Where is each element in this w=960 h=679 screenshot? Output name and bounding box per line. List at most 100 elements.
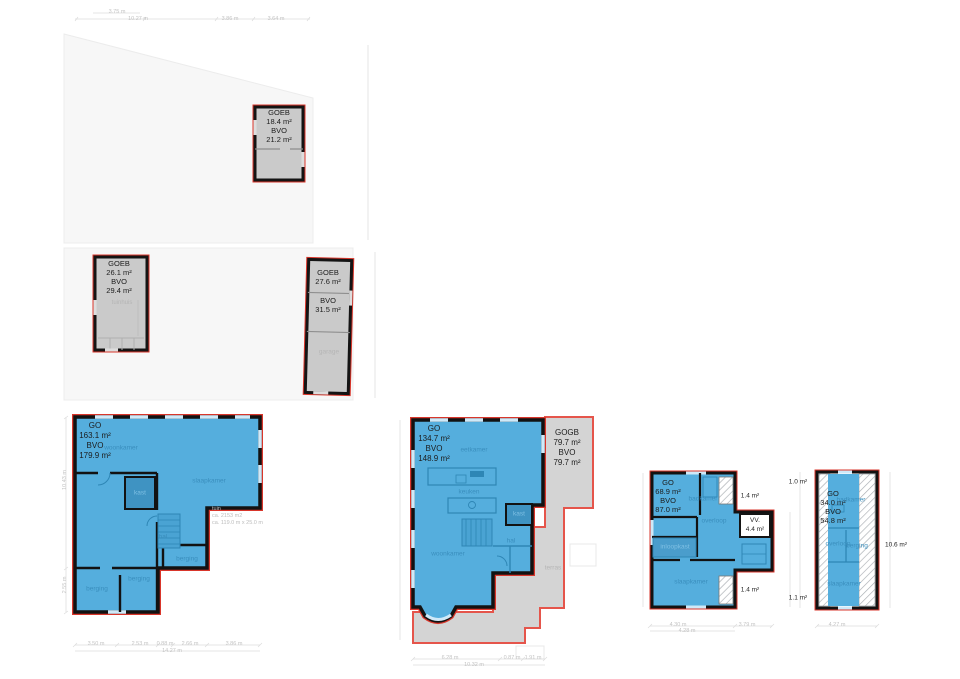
bel-etage-bvo-area: 148.9 m²	[418, 454, 450, 463]
garage-bvo-label: BVO	[320, 296, 336, 305]
shed-bvo-area: 21.2 m²	[266, 135, 292, 144]
room-label-eetkamer: eetkamer	[460, 446, 488, 454]
room-label-slaapkamer-ff: slaapkamer	[674, 578, 708, 586]
shed-type-label: GOEB	[268, 108, 290, 117]
garage-bvo-area: 31.5 m²	[315, 305, 341, 314]
garage-area: 27.6 m²	[315, 277, 341, 286]
building-tuinhuis	[92, 254, 150, 353]
second-floor-bvo-label: BVO	[825, 507, 841, 516]
dim-ff-total: 4.28 m	[678, 628, 696, 634]
dim-gf-2: 2.53 m	[131, 641, 149, 647]
room-label-berging-sf: berging	[846, 542, 868, 550]
dim-top-4: 3.64 m	[267, 16, 285, 22]
shed-bvo-label: BVO	[271, 126, 287, 135]
plan-second-floor	[814, 469, 880, 611]
dim-gf-4: 2.66 m	[181, 641, 199, 647]
dim-gf-left-1: 10.43 m	[62, 470, 68, 490]
room-label-berging-1: berging	[176, 555, 198, 563]
dim-top-2: 10.27 m	[128, 16, 148, 22]
terras-type-label: GOGB	[554, 428, 579, 437]
ground-floor-bvo-area: 179.9 m²	[79, 451, 111, 460]
first-floor-bvo-label: BVO	[660, 496, 676, 505]
dim-gf-3: 0.88 m	[156, 641, 174, 647]
room-label-inloopkast: inloopkast	[660, 543, 690, 551]
building-garage	[302, 256, 355, 397]
tuinhuis-type-label: GOEB	[108, 259, 130, 268]
plan-first-floor	[649, 470, 775, 610]
ground-floor-area: 163.1 m²	[79, 431, 111, 440]
annotation-area-top-right-ff: 1.4 m²	[740, 492, 760, 500]
room-label-overloop-sf: overloop	[825, 540, 851, 548]
garage-bvo-header: BVO 31.5 m²	[315, 296, 340, 314]
terras-bvo-label: BVO	[558, 448, 576, 457]
room-label-slaapkamer-sf: slaapkamer	[827, 580, 861, 588]
annotation-area-right-sf: 10.6 m²	[884, 541, 908, 549]
first-floor-header: GO 68.9 m² BVO 87.0 m²	[655, 478, 680, 514]
bel-etage-type-label: GO	[427, 424, 441, 433]
room-label-keuken: keuken	[458, 488, 480, 496]
plan-ground-floor	[72, 414, 263, 615]
second-floor-type-label: GO	[827, 489, 839, 498]
dim-gf-5: 3.86 m	[225, 641, 243, 647]
dim-be-3: 1.91 m	[524, 655, 542, 661]
garden-note-line1: tuin	[212, 506, 221, 512]
room-label-hal-gf: hal	[158, 533, 168, 541]
building-shed	[252, 104, 306, 183]
room-label-kast-be: kast	[513, 510, 525, 518]
room-label-overloop-ff: overloop	[701, 517, 727, 525]
dim-ff-2: 3.79 m	[738, 622, 756, 628]
dim-top-3: 3.86 m	[221, 16, 239, 22]
plan-bel-etage	[410, 417, 546, 624]
second-floor-area: 34.0 m²	[820, 498, 846, 507]
room-label-badkamer-sf: badkamer	[836, 496, 866, 504]
dim-be-total: 10.32 m	[464, 662, 484, 668]
room-label-tuinhuis: tuinhuis	[111, 300, 133, 306]
room-label-terras: terras	[544, 564, 562, 572]
garden-note: tuin ca. 2153 m2 ca. 119.0 m x 25.0 m	[212, 506, 263, 527]
room-label-slaapkamer-gf: slaapkamer	[192, 477, 226, 485]
dim-be-2: 0.87 m	[503, 655, 521, 661]
ground-floor-bvo-label: BVO	[86, 441, 104, 450]
dim-gf-1: 3.50 m	[87, 641, 105, 647]
room-label-hal-be: hal	[506, 537, 516, 545]
terras-bvo-area: 79.7 m²	[553, 458, 581, 467]
first-floor-type-label: GO	[662, 478, 674, 487]
room-label-garage: garage	[318, 348, 340, 356]
shed-area: 18.4 m²	[266, 117, 292, 126]
dim-gf-total: 14.27 m	[162, 648, 182, 654]
dim-sf-1: 4.27 m	[828, 622, 846, 628]
garden-note-line3: ca. 119.0 m x 25.0 m	[212, 520, 263, 526]
shed-header: GOEB 18.4 m² BVO 21.2 m²	[266, 108, 291, 144]
dim-top-1: 3.75 m	[108, 9, 126, 15]
bel-etage-bvo-label: BVO	[425, 444, 443, 453]
bel-etage-header: GO 134.7 m² BVO 148.9 m²	[418, 424, 450, 464]
room-label-kast-gf: kast	[134, 489, 146, 497]
garden-note-line2: ca. 2153 m2	[212, 513, 243, 519]
garage-type-label: GOEB	[317, 268, 339, 277]
room-label-badkamer-ff: badkamer	[688, 495, 718, 503]
tuinhuis-header: GOEB 26.1 m² BVO 29.4 m²	[106, 259, 131, 295]
void-label-block: VV. 4.4 m²	[746, 517, 764, 534]
annotation-area-top-left-sf: 1.0 m²	[788, 478, 808, 486]
room-label-berging-3: berging	[86, 585, 108, 593]
terras-area: 79.7 m²	[553, 438, 581, 447]
dim-be-1: 6.28 m	[441, 655, 459, 661]
tuinhuis-bvo-area: 29.4 m²	[106, 286, 132, 295]
tuinhuis-area: 26.1 m²	[106, 268, 132, 277]
dim-ff-1: 4.30 m	[669, 622, 687, 628]
void-label: VV.	[750, 517, 760, 524]
room-label-berging-2: berging	[128, 575, 150, 583]
ground-floor-header: GO 163.1 m² BVO 179.9 m²	[79, 421, 111, 461]
room-label-woonkamer-be: woonkamer	[431, 550, 465, 558]
dimension-lines	[63, 12, 891, 666]
ground-floor-type-label: GO	[88, 421, 102, 430]
annotation-area-bottom-left-sf: 1.1 m²	[788, 594, 808, 602]
room-label-woonkamer-gf: woonkamer	[104, 444, 138, 452]
garage-header: GOEB 27.6 m²	[315, 268, 340, 286]
tuinhuis-bvo-label: BVO	[111, 277, 127, 286]
annotation-area-bottom-right-ff: 1.4 m²	[740, 586, 760, 594]
second-floor-header: GO 34.0 m² BVO 54.8 m²	[820, 489, 845, 525]
second-floor-bvo-area: 54.8 m²	[820, 516, 846, 525]
